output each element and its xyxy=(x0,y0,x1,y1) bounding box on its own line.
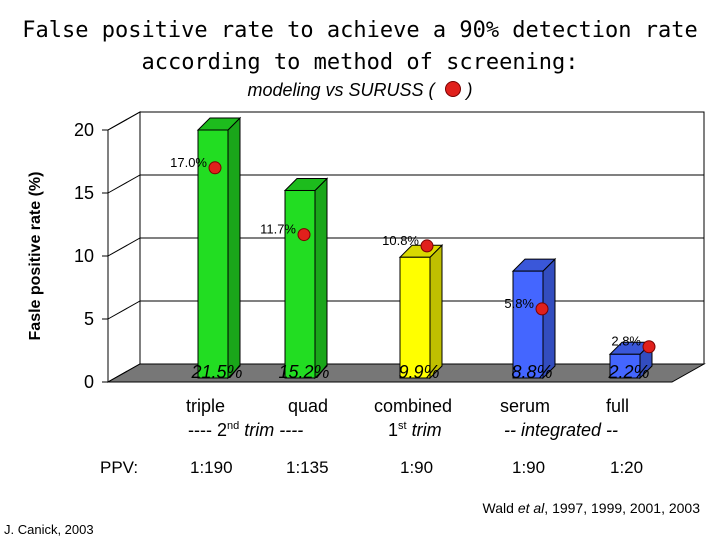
citation-post: , 1997, 1999, 2001, 2003 xyxy=(544,500,700,516)
y-tick-label: 5 xyxy=(84,309,94,329)
bar-value-label: 15.2% xyxy=(278,362,329,382)
suruss-value-label: 11.7% xyxy=(260,222,296,237)
first-trim-suffix: trim xyxy=(406,420,442,440)
ppv-label: PPV: xyxy=(100,458,139,477)
category-label-serum: serum xyxy=(500,396,551,416)
y-tick-label: 10 xyxy=(74,246,94,266)
first-trim-sup: st xyxy=(398,420,407,432)
first-trim-prefix: 1 xyxy=(388,420,399,440)
gridline xyxy=(107,111,704,131)
suruss-marker xyxy=(642,340,656,354)
citation-etal: et al xyxy=(517,500,545,516)
citation: Wald et al, 1997, 1999, 2001, 2003 xyxy=(483,500,700,516)
suruss-value-label: 2.8% xyxy=(611,334,641,349)
gridline xyxy=(107,174,704,194)
bar-value-label: 2.2% xyxy=(607,362,649,382)
ppv-value: 1:135 xyxy=(286,458,329,477)
second-trim-sup: nd xyxy=(227,420,240,432)
suruss-value-label: 17.0% xyxy=(170,155,207,170)
suruss-value-label: 10.8% xyxy=(382,233,419,248)
suruss-marker-icon xyxy=(444,81,461,97)
bar xyxy=(399,256,431,379)
bar xyxy=(609,353,641,379)
suruss-marker xyxy=(535,302,549,316)
chart-subtitle: modeling vs SURUSS () xyxy=(0,80,720,101)
bar-side xyxy=(314,177,328,380)
category-label-combined: combined xyxy=(374,396,453,416)
y-tick-label: 0 xyxy=(84,372,94,392)
gridline xyxy=(107,237,704,257)
suruss-marker xyxy=(208,161,222,175)
bar xyxy=(284,189,316,379)
ppv-value: 1:90 xyxy=(512,458,546,477)
author-credit: J. Canick, 2003 xyxy=(4,522,94,537)
second-trim-prefix: ---- 2 xyxy=(188,420,227,440)
bar xyxy=(512,270,544,379)
category-label-triple: triple xyxy=(186,396,226,416)
suruss-marker xyxy=(420,239,434,253)
citation-pre: Wald xyxy=(482,500,518,516)
subtitle-text: modeling vs SURUSS ( xyxy=(247,80,435,100)
suruss-marker xyxy=(297,228,311,242)
ppv-value: 1:190 xyxy=(190,458,233,477)
category-label-quad: quad xyxy=(288,396,329,416)
bar-side xyxy=(429,244,443,380)
ppv-value: 1:90 xyxy=(400,458,434,477)
y-tick-label: 20 xyxy=(74,120,94,140)
bar-side xyxy=(542,257,556,380)
bar-value-label: 8.8% xyxy=(511,362,552,382)
category-label-full: full xyxy=(606,396,630,416)
category-group-integrated: -- integrated -- xyxy=(504,420,619,440)
y-tick-label: 15 xyxy=(74,183,94,203)
ppv-value: 1:20 xyxy=(610,458,644,477)
suruss-value-label: 5.8% xyxy=(504,296,534,311)
second-trim-suffix: trim ---- xyxy=(239,420,304,440)
category-group-first-trim: 1st trim xyxy=(388,420,442,441)
bar-value-label: 9.9% xyxy=(398,362,439,382)
bar-side xyxy=(227,116,241,380)
subtitle-close: ) xyxy=(466,80,473,100)
chart-title-line2: according to method of screening: xyxy=(141,50,579,75)
bar-value-label: 21.5% xyxy=(190,362,242,382)
chart-title-line1: False positive rate to achieve a 90% det… xyxy=(22,18,698,43)
category-group-second-trim: ---- 2nd trim ---- xyxy=(188,420,303,441)
